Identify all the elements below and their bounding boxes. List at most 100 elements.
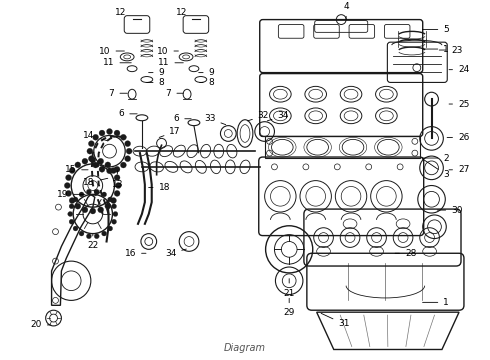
Text: 18: 18 bbox=[148, 183, 170, 192]
Circle shape bbox=[69, 198, 75, 203]
Text: 26: 26 bbox=[447, 133, 469, 142]
Circle shape bbox=[106, 129, 112, 135]
Text: 2: 2 bbox=[422, 153, 449, 162]
Text: 7: 7 bbox=[109, 89, 127, 98]
Text: 23: 23 bbox=[439, 45, 463, 54]
Circle shape bbox=[82, 207, 88, 213]
Circle shape bbox=[105, 162, 111, 168]
Circle shape bbox=[114, 175, 120, 181]
Text: 3: 3 bbox=[422, 159, 449, 179]
Circle shape bbox=[66, 175, 72, 181]
Text: 24: 24 bbox=[449, 65, 469, 74]
Text: 14: 14 bbox=[83, 131, 107, 140]
Text: 7: 7 bbox=[166, 89, 183, 98]
Text: 5: 5 bbox=[422, 25, 449, 34]
Circle shape bbox=[121, 134, 126, 140]
Text: 12: 12 bbox=[175, 8, 187, 17]
Text: 4: 4 bbox=[343, 2, 349, 20]
Text: 1: 1 bbox=[422, 45, 449, 54]
Text: 16: 16 bbox=[124, 249, 146, 258]
Circle shape bbox=[105, 203, 111, 209]
Circle shape bbox=[88, 141, 94, 147]
Text: 20: 20 bbox=[30, 320, 51, 329]
Text: 15: 15 bbox=[65, 165, 88, 174]
Circle shape bbox=[79, 231, 84, 236]
Text: 12: 12 bbox=[115, 8, 126, 17]
Circle shape bbox=[93, 134, 98, 140]
Text: 29: 29 bbox=[284, 298, 295, 317]
Text: 34: 34 bbox=[267, 111, 289, 121]
Circle shape bbox=[68, 212, 73, 216]
Circle shape bbox=[114, 190, 120, 196]
Circle shape bbox=[101, 231, 106, 236]
Text: 28: 28 bbox=[395, 249, 416, 258]
Circle shape bbox=[90, 157, 96, 163]
Circle shape bbox=[124, 156, 131, 162]
Text: 1: 1 bbox=[422, 298, 449, 307]
Circle shape bbox=[101, 192, 106, 197]
Circle shape bbox=[111, 198, 117, 203]
Text: 10: 10 bbox=[99, 46, 124, 55]
Circle shape bbox=[87, 148, 93, 154]
Text: 13: 13 bbox=[112, 171, 123, 189]
Circle shape bbox=[94, 189, 99, 194]
Circle shape bbox=[98, 207, 104, 213]
Circle shape bbox=[112, 219, 117, 224]
Circle shape bbox=[82, 158, 88, 164]
Circle shape bbox=[112, 204, 117, 209]
Text: 8: 8 bbox=[147, 78, 164, 87]
Text: Diagram: Diagram bbox=[224, 343, 266, 354]
Text: 19: 19 bbox=[57, 190, 85, 199]
Text: 17: 17 bbox=[159, 127, 181, 138]
Text: 27: 27 bbox=[449, 165, 469, 174]
Circle shape bbox=[108, 197, 113, 202]
Circle shape bbox=[121, 162, 126, 168]
Circle shape bbox=[69, 219, 74, 224]
Circle shape bbox=[69, 167, 75, 174]
Text: 11: 11 bbox=[158, 58, 183, 67]
Circle shape bbox=[99, 130, 105, 136]
Circle shape bbox=[73, 226, 78, 231]
Text: 21: 21 bbox=[284, 279, 295, 298]
Circle shape bbox=[98, 158, 104, 164]
Text: 18: 18 bbox=[83, 178, 108, 187]
Circle shape bbox=[64, 183, 70, 189]
Circle shape bbox=[75, 162, 81, 168]
Text: 9: 9 bbox=[148, 68, 164, 77]
Circle shape bbox=[66, 190, 72, 196]
Circle shape bbox=[124, 141, 131, 147]
Circle shape bbox=[126, 148, 132, 154]
Circle shape bbox=[108, 226, 113, 231]
Text: 10: 10 bbox=[157, 46, 178, 55]
Circle shape bbox=[86, 234, 91, 239]
Text: 34: 34 bbox=[165, 249, 186, 258]
Circle shape bbox=[94, 234, 99, 239]
Text: 32: 32 bbox=[247, 111, 269, 121]
Text: 25: 25 bbox=[449, 99, 469, 108]
Text: 30: 30 bbox=[437, 206, 463, 215]
Circle shape bbox=[69, 204, 74, 209]
Circle shape bbox=[114, 130, 120, 136]
Bar bbox=[265, 136, 420, 158]
Circle shape bbox=[90, 208, 96, 214]
Circle shape bbox=[93, 162, 98, 168]
Text: 6: 6 bbox=[173, 114, 191, 123]
Circle shape bbox=[79, 192, 84, 197]
Text: 33: 33 bbox=[204, 114, 226, 125]
Text: 22: 22 bbox=[87, 234, 98, 251]
Circle shape bbox=[111, 167, 117, 174]
Circle shape bbox=[116, 183, 122, 189]
Circle shape bbox=[114, 166, 120, 172]
Circle shape bbox=[86, 189, 91, 194]
Text: 8: 8 bbox=[199, 78, 215, 87]
Circle shape bbox=[99, 166, 105, 172]
Circle shape bbox=[106, 168, 112, 174]
Text: 9: 9 bbox=[198, 68, 215, 77]
Circle shape bbox=[113, 212, 118, 216]
Circle shape bbox=[88, 156, 94, 162]
Text: 31: 31 bbox=[321, 313, 350, 328]
Text: 6: 6 bbox=[119, 109, 137, 118]
Circle shape bbox=[75, 203, 81, 209]
Text: 11: 11 bbox=[103, 58, 131, 67]
Circle shape bbox=[73, 197, 78, 202]
